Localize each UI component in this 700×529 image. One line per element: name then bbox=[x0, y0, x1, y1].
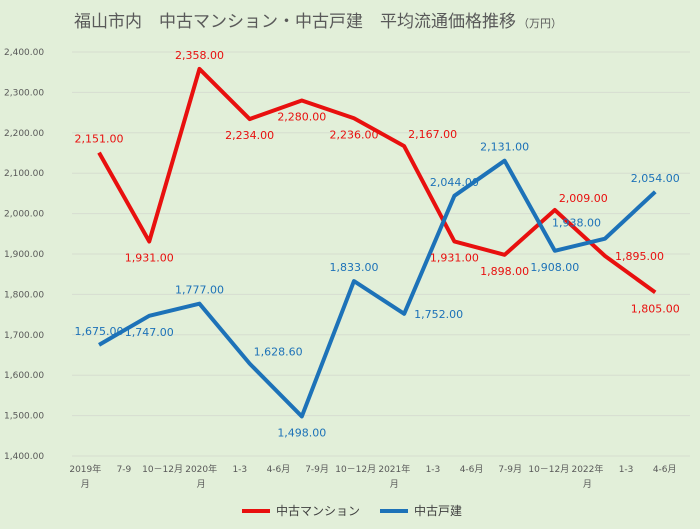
data-label: 2,131.00 bbox=[480, 141, 529, 154]
x-tick-label: 2019年 bbox=[69, 463, 101, 475]
x-tick-label: 2021年 bbox=[378, 463, 410, 475]
data-labels: 2,151.00 1,931.00 2,358.00 2,234.002,280.00… bbox=[75, 49, 680, 439]
series-line bbox=[97, 66, 657, 294]
x-tick-label: 月 bbox=[390, 479, 399, 490]
x-tick-label: 10－12月 bbox=[142, 464, 183, 475]
x-tick-label: 10－12月 bbox=[528, 464, 569, 475]
x-tick-label: 2020年 bbox=[185, 463, 217, 475]
data-label: 1,833.00 bbox=[329, 261, 378, 274]
y-tick-label: 2,000.00 bbox=[4, 210, 44, 220]
x-tick-label: 7-9 bbox=[117, 465, 132, 475]
y-tick-label: 1,800.00 bbox=[4, 290, 44, 300]
series-layer bbox=[97, 66, 657, 419]
data-label: 1,747.00 bbox=[125, 326, 174, 339]
legend: 中古マンション 中古戸建 bbox=[242, 503, 462, 518]
chart-title-unit: （万円） bbox=[518, 17, 562, 30]
x-tick-label: 1-3 bbox=[619, 465, 634, 475]
x-tick-label: 4-6月 bbox=[460, 464, 484, 475]
y-tick-label: 2,100.00 bbox=[4, 169, 44, 179]
chart-title: 福山市内 中古マンション・中古戸建 平均流通価格推移 bbox=[74, 12, 516, 32]
x-tick-label: 7-9月 bbox=[305, 464, 329, 475]
y-tick-label: 1,400.00 bbox=[4, 452, 44, 462]
y-tick-label: 1,500.00 bbox=[4, 412, 44, 422]
legend-label: 中古マンション bbox=[276, 503, 360, 518]
data-label: 1,931.00 bbox=[125, 251, 174, 264]
data-label: 1,777.00 bbox=[175, 284, 224, 297]
x-tick-label: 10－12月 bbox=[335, 464, 376, 475]
data-label: 1,805.00 bbox=[631, 302, 680, 315]
data-label: 2,044.00 bbox=[430, 176, 479, 189]
y-tick-label: 2,300.00 bbox=[4, 88, 44, 98]
data-label: 2,234.00 bbox=[225, 129, 274, 142]
data-label: 1,498.00 bbox=[277, 426, 326, 439]
y-tick-label: 2,400.00 bbox=[4, 48, 44, 58]
y-tick-label: 1,600.00 bbox=[4, 371, 44, 381]
data-label: 2,009.00 bbox=[559, 192, 608, 205]
data-label: 2,054.00 bbox=[631, 172, 680, 185]
data-label: 1,938.00 bbox=[552, 217, 601, 230]
data-label: 2,236.00 bbox=[329, 128, 378, 141]
data-label: 1,931.00 bbox=[430, 251, 479, 264]
y-tick-label: 2,200.00 bbox=[4, 129, 44, 139]
data-label: 1,898.00 bbox=[480, 265, 529, 278]
data-label: 2,358.00 bbox=[175, 49, 224, 62]
data-label: 1,628.60 bbox=[254, 346, 303, 359]
series-line bbox=[98, 158, 657, 419]
x-tick-label: 7-9月 bbox=[498, 464, 522, 475]
x-tick-label: 月 bbox=[197, 479, 206, 490]
x-tick-label: 月 bbox=[81, 479, 90, 490]
data-label: 2,151.00 bbox=[75, 133, 124, 146]
data-label: 1,675.00 bbox=[75, 325, 124, 338]
x-tick-label: 2022年 bbox=[571, 463, 603, 475]
data-label: 1,752.00 bbox=[414, 308, 463, 321]
y-tick-label: 1,700.00 bbox=[4, 331, 44, 341]
x-tick-label: 1-3 bbox=[232, 465, 247, 475]
data-label: 1,908.00 bbox=[530, 261, 579, 274]
y-tick-label: 1,900.00 bbox=[4, 250, 44, 260]
x-tick-label: 4-6月 bbox=[267, 464, 291, 475]
legend-label: 中古戸建 bbox=[414, 503, 462, 518]
data-label: 2,280.00 bbox=[277, 110, 326, 123]
x-tick-label: 4-6月 bbox=[653, 464, 677, 475]
data-label: 1,895.00 bbox=[615, 250, 664, 263]
x-tick-label: 月 bbox=[583, 479, 592, 490]
data-label: 2,167.00 bbox=[408, 128, 457, 141]
y-axis: 1,400.00 1,500.00 1,600.00 1,700.00 1,800.00… bbox=[4, 48, 44, 462]
x-tick-label: 1-3 bbox=[426, 465, 441, 475]
